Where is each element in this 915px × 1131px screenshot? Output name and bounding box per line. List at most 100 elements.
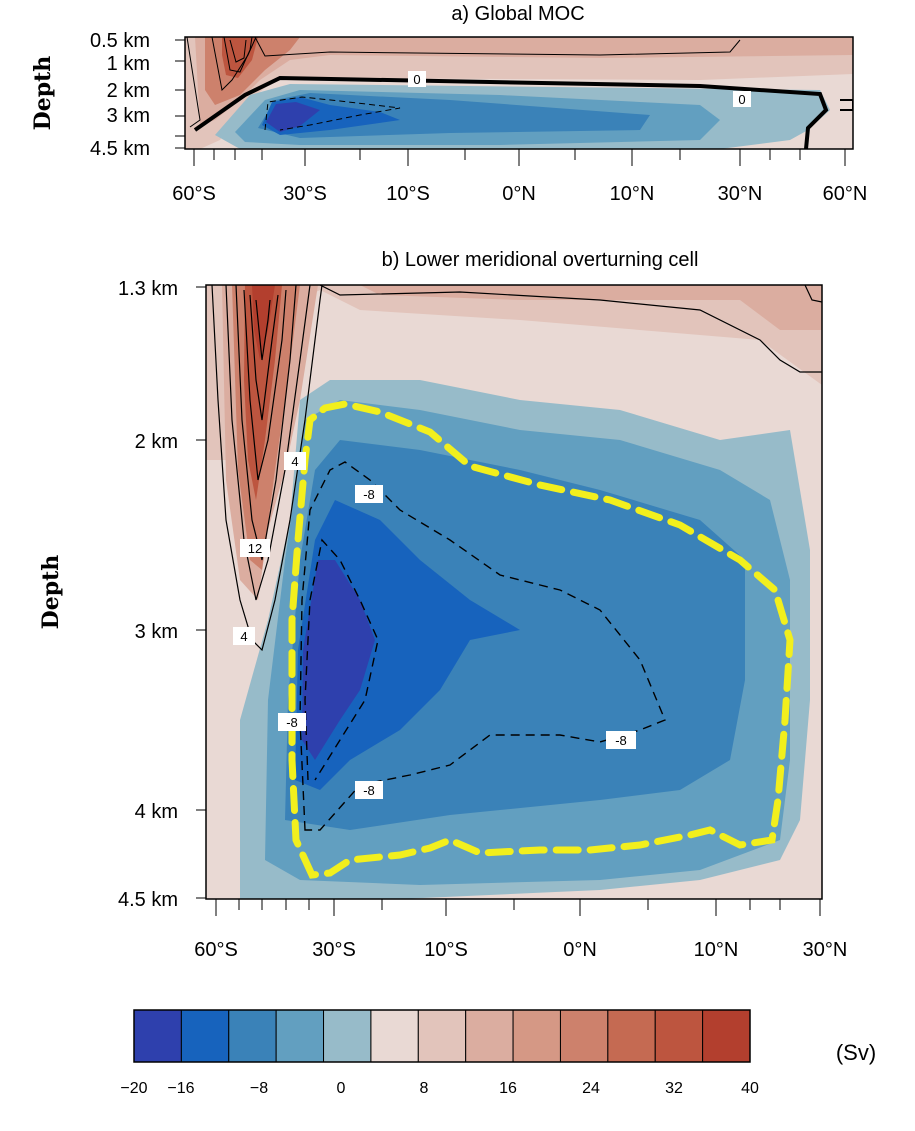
colorbar-cell — [133, 1009, 182, 1063]
panel-b-contour-label-box — [233, 627, 255, 645]
panel-b-y-tick-label: 4 km — [135, 801, 178, 823]
panel-b-contour — [211, 285, 323, 652]
colorbar-cell — [370, 1009, 419, 1063]
panel-a-negative-contour — [264, 96, 401, 131]
panel-a-contour — [211, 37, 257, 92]
colorbar-tick-label: 16 — [499, 1080, 517, 1097]
panel-b-y-ticks: 1.3 km 2 km 3 km 4 km 4.5 km — [118, 278, 206, 911]
colorbar-frame — [133, 1009, 751, 1063]
panel-b-contour-label: -8 — [615, 733, 627, 748]
panel-b-y-tick-label: 1.3 km — [118, 278, 178, 300]
panel-a-y-tick-label: 4.5 km — [90, 138, 150, 160]
panel-b-y-tick-label: 2 km — [135, 431, 178, 453]
panel-a-upper-cell-core — [222, 37, 258, 78]
panel-a-x-tick-label: 30°N — [718, 183, 763, 205]
colorbar-cell — [228, 1009, 277, 1063]
panel-a-contour-label-box — [408, 71, 426, 87]
colorbar-cell — [607, 1009, 656, 1063]
panel-b-inner-contour — [304, 538, 379, 781]
panel-a-zero-contour — [193, 75, 829, 149]
colorbar-tick-label: 8 — [420, 1080, 429, 1097]
panel-a-title: a) Global MOC — [451, 3, 584, 25]
panel-a-x-tick-label: 60°S — [172, 183, 216, 205]
panel-a-contour — [840, 99, 853, 111]
colorbar-units: (Sv) — [836, 1040, 876, 1065]
panel-b-contour-label: 12 — [248, 541, 262, 556]
colorbar-tick-label: −20 — [120, 1080, 147, 1097]
panel-a: a) Global MOC 0 — [30, 3, 867, 205]
panel-b-y-tick-label: 3 km — [135, 621, 178, 643]
panel-a-x-tick-label: 60°N — [823, 183, 868, 205]
panel-b-contour — [249, 294, 279, 421]
panel-b: b) Lower meridional overturning cell — [38, 249, 847, 961]
colorbar-cell — [654, 1009, 704, 1063]
panel-b-contour-label-box — [355, 781, 383, 799]
panel-b-contour-label-box — [284, 452, 306, 470]
panel-b-x-tick-label: 60°S — [194, 939, 238, 961]
panel-b-contour — [235, 285, 297, 561]
panel-a-x-tick-label: 10°N — [610, 183, 655, 205]
panel-a-contour-label-box — [733, 91, 751, 107]
panel-b-contour-label-box — [606, 731, 636, 749]
panel-b-contour — [243, 289, 287, 481]
panel-b-contour — [225, 285, 311, 601]
panel-a-ylabel: Depth — [30, 56, 56, 131]
colorbar-tick-label: 40 — [741, 1080, 759, 1097]
panel-b-contour-label: -8 — [363, 487, 375, 502]
panel-b-contour-label: -8 — [286, 715, 298, 730]
panel-a-x-tick-label: 30°S — [283, 183, 327, 205]
panel-b-neg-fill-4 — [295, 500, 520, 790]
panel-b-contour-label: 4 — [240, 629, 247, 644]
colorbar-cell — [323, 1009, 372, 1063]
colorbar-cells — [133, 1009, 751, 1063]
panel-a-contour — [229, 39, 247, 63]
panel-b-y-tick-label: 4.5 km — [118, 889, 178, 911]
panel-b-contour-label-box — [240, 539, 270, 557]
colorbar-tick-label: 0 — [337, 1080, 346, 1097]
panel-b-yellow-lower-cell-contour — [288, 400, 794, 879]
panel-b-ylabel: Depth — [38, 555, 64, 630]
colorbar-tick-label: 24 — [582, 1080, 600, 1097]
panel-a-contour — [254, 37, 741, 57]
panel-b-contour — [804, 285, 822, 303]
colorbar-cell — [559, 1009, 609, 1063]
panel-a-contour-label: 0 — [738, 92, 745, 107]
colorbar: −20 −16 −8 0 8 16 24 32 40 (Sv) — [120, 1009, 876, 1097]
panel-b-x-ticks: 60°S 30°S 10°S 0°N 10°N 30°N — [194, 899, 847, 961]
panel-b-contour-label: 4 — [291, 454, 298, 469]
panel-a-y-ticks: 0.5 km 1 km 2 km 3 km 4.5 km — [90, 30, 185, 160]
colorbar-cell — [180, 1009, 230, 1063]
panel-b-x-tick-label: 30°S — [312, 939, 356, 961]
panel-a-lower-cell-core — [266, 102, 320, 132]
panel-b-contour — [255, 299, 271, 361]
panel-a-y-tick-label: 0.5 km — [90, 30, 150, 52]
colorbar-cell — [275, 1009, 325, 1063]
colorbar-cell — [417, 1009, 467, 1063]
panel-a-y-tick-label: 1 km — [107, 53, 150, 75]
panel-a-y-tick-label: 2 km — [107, 80, 150, 102]
panel-b-title: b) Lower meridional overturning cell — [382, 249, 699, 271]
panel-b-contour-label-box — [278, 713, 306, 731]
colorbar-tick-label: −8 — [250, 1080, 268, 1097]
panel-b-neg-core — [302, 560, 375, 760]
panel-a-x-tick-label: 10°S — [386, 183, 430, 205]
colorbar-cell — [512, 1009, 561, 1063]
panel-a-y-tick-label: 3 km — [107, 105, 150, 127]
panel-b-minus8-contour — [299, 461, 666, 831]
colorbar-cell — [702, 1009, 751, 1063]
panel-a-x-ticks: 60°S 30°S 10°S 0°N 10°N 30°N 60°N — [172, 149, 867, 205]
colorbar-tick-label: −16 — [167, 1080, 194, 1097]
panel-b-x-tick-label: 10°N — [694, 939, 739, 961]
colorbar-cell — [465, 1009, 514, 1063]
panel-b-x-tick-label: 30°N — [803, 939, 848, 961]
panel-a-lower-cell-fill-3 — [258, 93, 650, 138]
panel-b-contour-label-box — [355, 485, 383, 503]
panel-a-contour — [186, 37, 201, 128]
panel-b-plot-area: 4 12 4 -8 -8 -8 -8 — [206, 285, 822, 899]
panel-b-x-tick-label: 10°S — [424, 939, 468, 961]
panel-a-plot-area: 0 0 — [185, 37, 853, 149]
panel-b-contour — [319, 285, 822, 373]
panel-b-upper-fill-2 — [360, 285, 822, 330]
panel-b-x-tick-label: 0°N — [563, 939, 597, 961]
